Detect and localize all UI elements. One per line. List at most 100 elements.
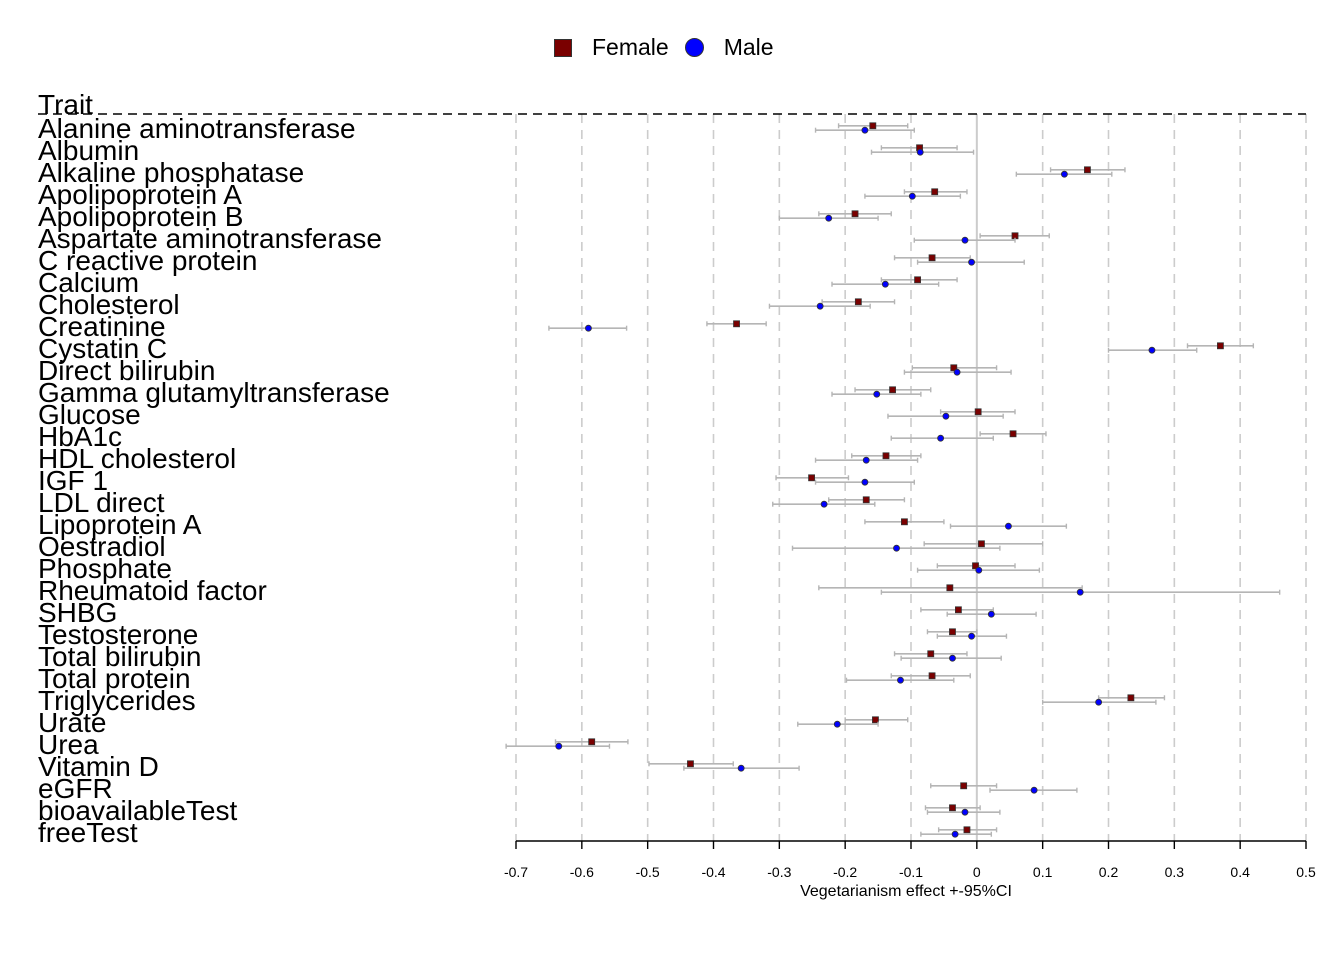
trait-label: Albumin (38, 135, 139, 166)
female-square-icon (554, 38, 572, 57)
male-point (833, 720, 841, 728)
trait-label: Urate (38, 707, 106, 738)
male-point (820, 500, 828, 508)
female-point (901, 518, 908, 526)
female-point (963, 826, 971, 834)
trait-label: eGFR (38, 773, 113, 804)
trait-label: Apolipoprotein A (38, 179, 242, 210)
male-circle-icon (684, 38, 704, 57)
trait-label: Alkaline phosphatase (38, 157, 304, 188)
x-tick-label: -0.4 (701, 864, 725, 880)
female-point (949, 804, 956, 812)
female-point (950, 364, 958, 372)
x-tick-label: -0.5 (636, 864, 660, 880)
male-point (862, 456, 870, 464)
chart-legend: Female Male (554, 34, 790, 61)
female-point (955, 606, 962, 614)
male-point (968, 632, 975, 640)
female-point (889, 386, 896, 394)
male-point (975, 566, 983, 574)
trait-label: Oestradiol (38, 531, 166, 562)
male-point (968, 258, 975, 266)
male-point (1076, 588, 1084, 596)
female-point (972, 562, 979, 570)
male-point (1060, 170, 1068, 178)
trait-label: Rheumatoid factor (38, 575, 267, 606)
x-tick-label: 0.4 (1230, 864, 1250, 880)
trait-label: Alanine aminotransferase (38, 113, 356, 144)
trait-label: C reactive protein (38, 245, 257, 276)
x-tick-label: 0.1 (1033, 864, 1053, 880)
x-tick-label: -0.7 (504, 864, 528, 880)
x-tick-label: 0.3 (1165, 864, 1185, 880)
male-point (949, 654, 956, 662)
female-point (928, 672, 936, 680)
legend-label-male: Male (723, 34, 774, 60)
trait-label: IGF 1 (38, 465, 108, 496)
trait-label: Apolipoprotein B (38, 201, 243, 232)
header-label: Trait (38, 89, 93, 120)
legend-item-female: Female (554, 34, 669, 61)
trait-label: HbA1c (38, 421, 122, 452)
male-point (897, 676, 904, 684)
male-point (873, 390, 881, 398)
trait-label: Total protein (38, 663, 191, 694)
male-point (961, 236, 969, 244)
trait-label: Lipoprotein A (38, 509, 202, 540)
trait-label: Testosterone (38, 619, 198, 650)
male-point (1148, 346, 1156, 354)
male-point (951, 830, 959, 838)
female-point (927, 650, 935, 658)
female-point (974, 408, 982, 416)
x-tick-label: 0 (973, 864, 981, 880)
male-point (987, 610, 995, 618)
x-tick-label: 0.5 (1296, 864, 1316, 880)
legend-item-male: Male (684, 34, 774, 61)
trait-label: Cystatin C (38, 333, 167, 364)
female-point (1127, 694, 1135, 702)
female-point (588, 738, 596, 746)
trait-label: Calcium (38, 267, 139, 298)
male-point (937, 434, 945, 442)
x-tick-label: -0.2 (833, 864, 857, 880)
male-point (953, 368, 961, 376)
x-tick-label: -0.3 (767, 864, 791, 880)
trait-label: bioavailableTest (38, 795, 237, 826)
female-point (1217, 342, 1224, 350)
male-point (825, 214, 833, 222)
male-point (961, 808, 969, 816)
x-axis-title: Vegetarianism effect +-95%CI (800, 883, 1012, 900)
female-point (872, 716, 879, 724)
female-point (931, 188, 939, 196)
trait-label: Vitamin D (38, 751, 159, 782)
female-point (949, 628, 956, 636)
trait-label: SHBG (38, 597, 117, 628)
trait-label: LDL direct (38, 487, 165, 518)
female-point (1009, 430, 1017, 438)
trait-label: Glucose (38, 399, 141, 430)
female-point (928, 254, 936, 262)
trait-label: Direct bilirubin (38, 355, 215, 386)
trait-label: Aspartate aminotransferase (38, 223, 382, 254)
female-point (978, 540, 985, 548)
male-point (861, 126, 869, 134)
trait-label: Triglycerides (38, 685, 196, 716)
x-tick-label: -0.6 (570, 864, 594, 880)
legend-label-female: Female (592, 34, 669, 60)
trait-label: HDL cholesterol (38, 443, 236, 474)
male-point (585, 324, 592, 332)
trait-label: Cholesterol (38, 289, 180, 320)
male-point (1005, 522, 1012, 530)
male-point (881, 280, 889, 288)
female-point (914, 276, 921, 284)
male-point (893, 544, 900, 552)
male-point (908, 192, 916, 200)
female-point (862, 496, 870, 504)
male-point (861, 478, 869, 486)
male-point (942, 412, 950, 420)
trait-label: Phosphate (38, 553, 172, 584)
female-point (854, 298, 862, 306)
male-point (1095, 698, 1103, 706)
trait-label: Creatinine (38, 311, 166, 342)
